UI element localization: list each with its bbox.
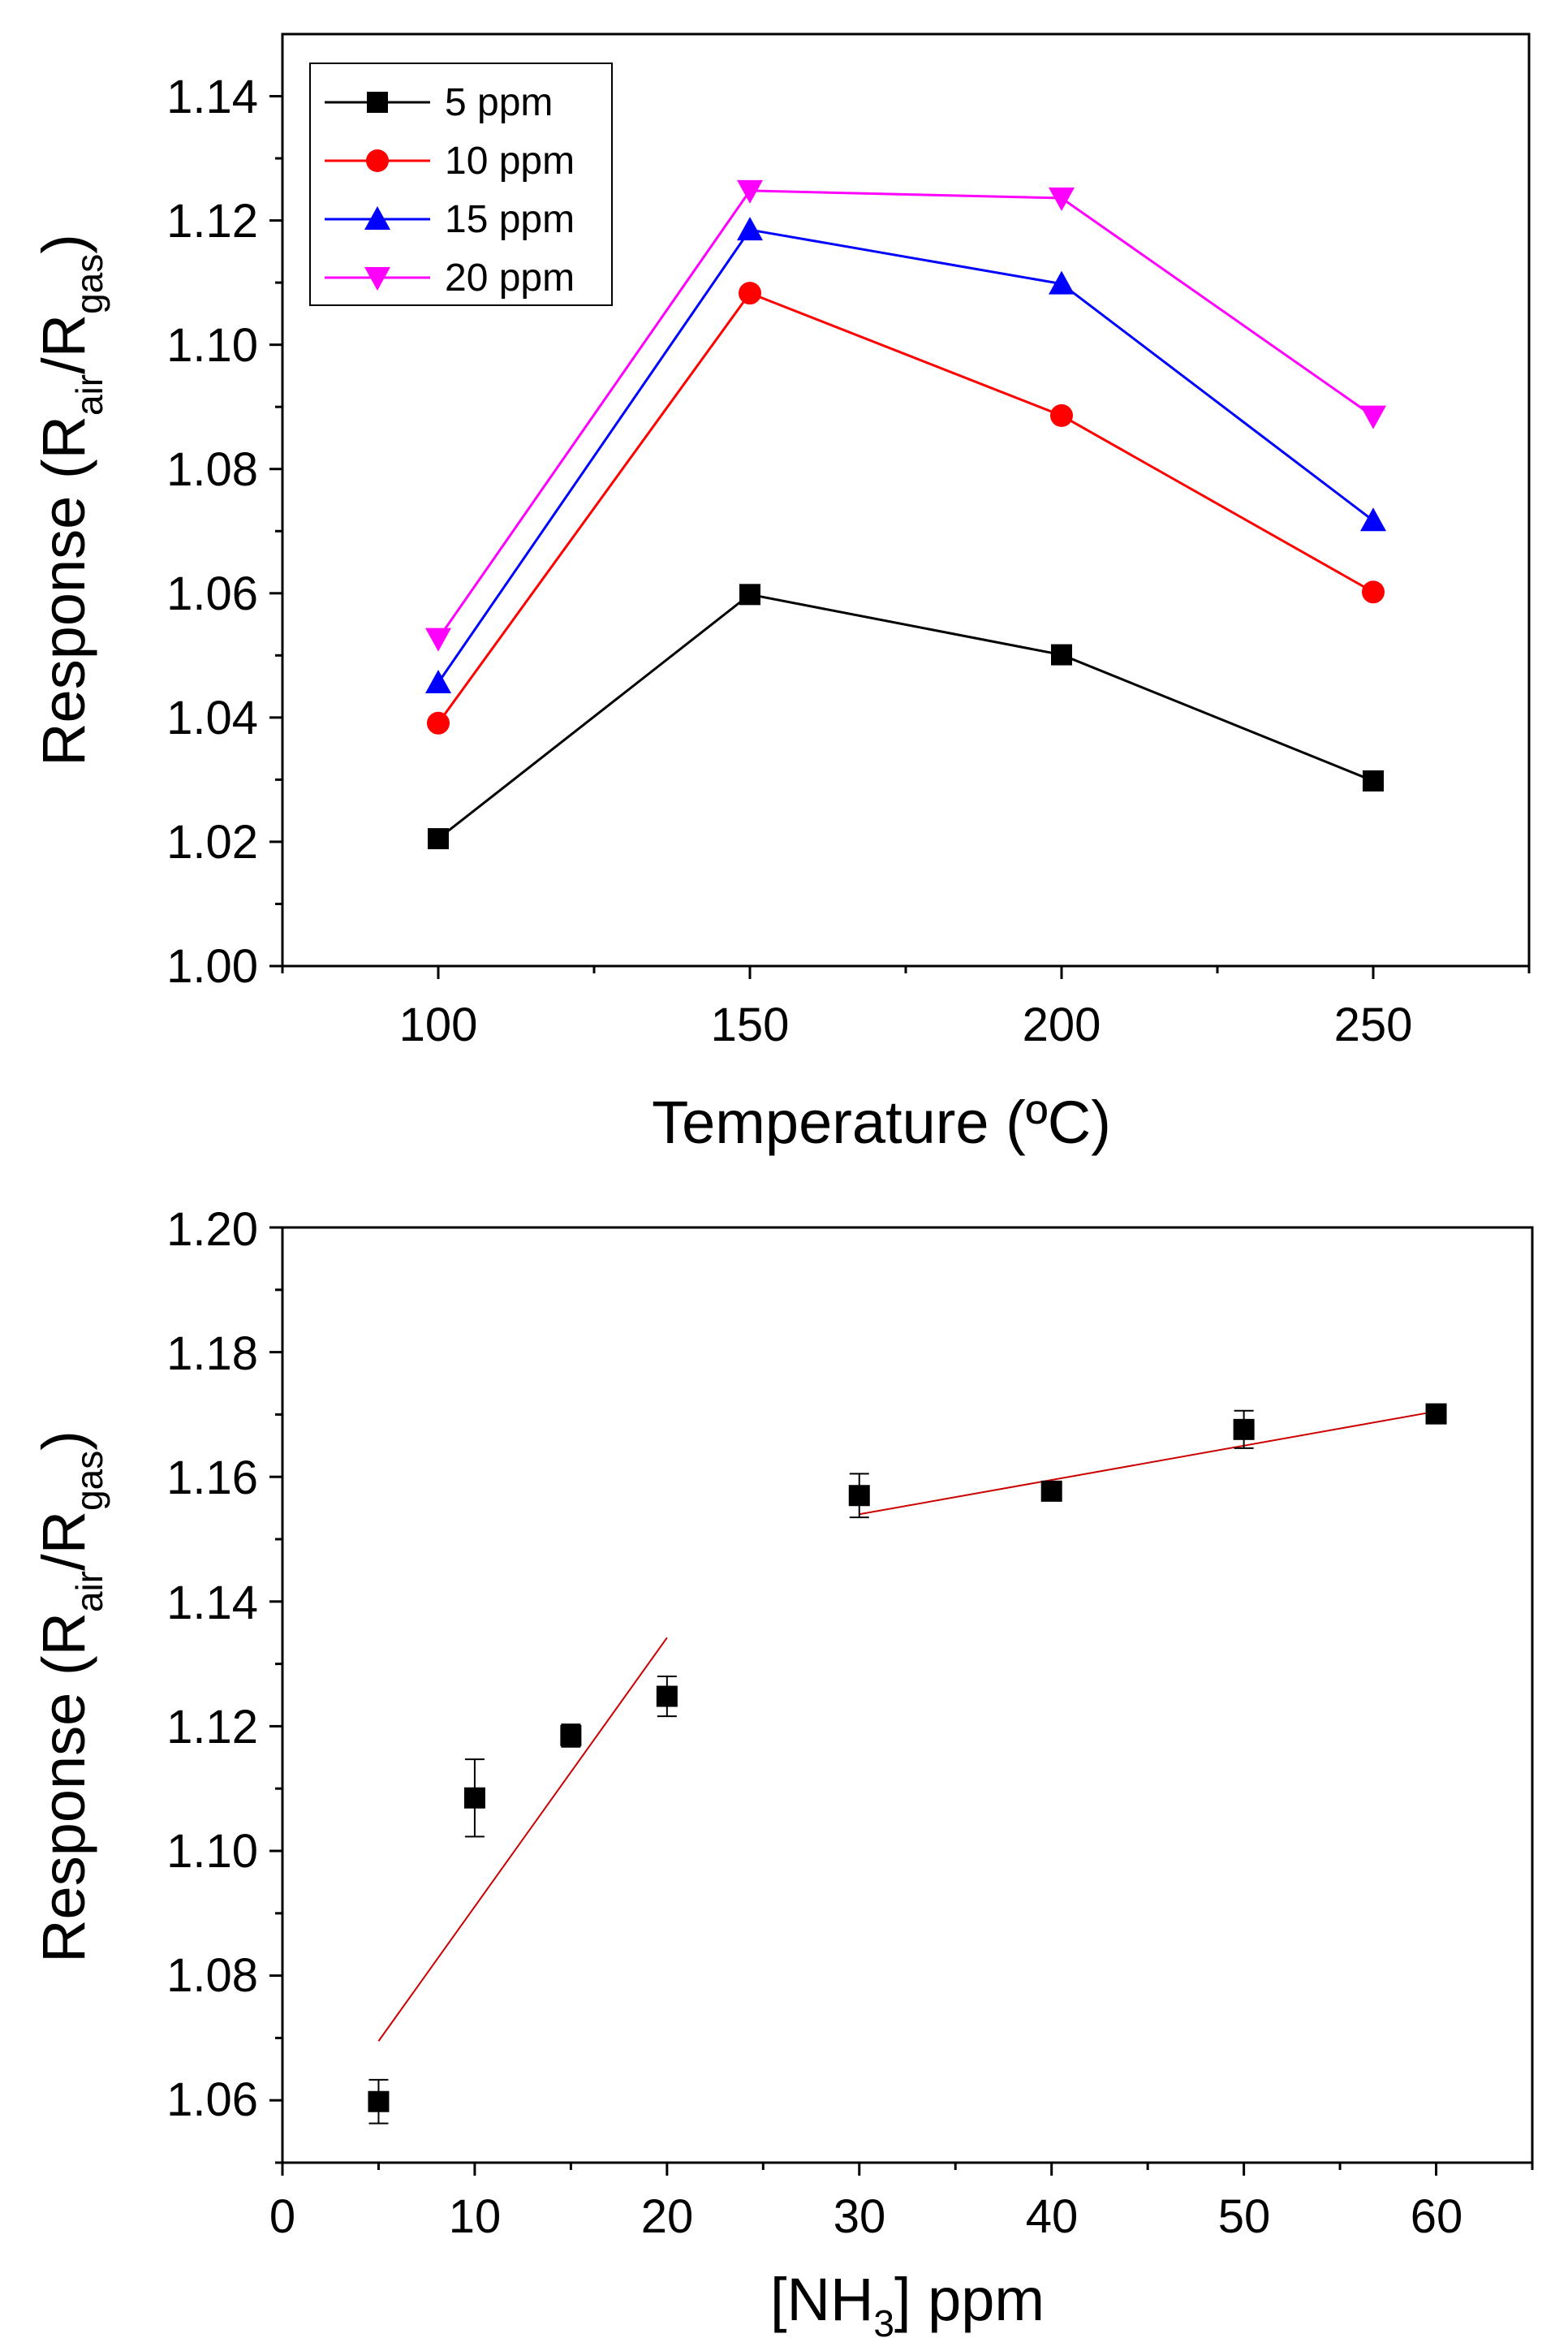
- series-3-point-0: [425, 628, 451, 652]
- data-point-7: [1425, 1403, 1447, 1425]
- chart2-ytick-label-0: 1.06: [166, 2073, 258, 2126]
- chart1-ytick-label-1: 1.02: [166, 816, 258, 869]
- legend-marker-3: [364, 267, 390, 291]
- chart1-ytick-label-4: 1.08: [166, 443, 258, 496]
- chart2-xtick-label-6: 60: [1411, 2190, 1463, 2243]
- chart2-xtick-label-3: 30: [834, 2190, 886, 2243]
- chart2-plot-frame: [281, 1226, 1534, 2164]
- legend-label-10ppm: 10 ppm: [445, 140, 575, 183]
- series-1-point-3: [1362, 580, 1385, 604]
- chart2-ticks: [269, 1226, 1534, 2176]
- series-3-point-1: [737, 179, 763, 204]
- chart1-xtick-label-0: 100: [399, 999, 478, 1051]
- legend-marker-1: [366, 149, 389, 172]
- fit-line-1: [859, 1410, 1437, 1516]
- series-0-point-1: [739, 584, 760, 606]
- chart2-ytick-label-2: 1.10: [166, 1825, 258, 1878]
- chart2-xtick-label-0: 0: [269, 2190, 295, 2243]
- chart2-xtick-label-1: 10: [449, 2190, 502, 2243]
- data-point-1: [463, 1787, 485, 1809]
- chart1-xtick-label-2: 200: [1023, 999, 1101, 1051]
- chart1-ytick-label-5: 1.10: [166, 319, 258, 372]
- chart1-ytick-label-2: 1.04: [166, 692, 258, 744]
- legend-label-15ppm: 15 ppm: [445, 198, 575, 241]
- data-point-2: [560, 1724, 582, 1746]
- data-point-4: [848, 1485, 870, 1507]
- series-line-0: [437, 593, 1374, 840]
- chart2-ytick-label-4: 1.14: [166, 1577, 258, 1629]
- chart1-legend-box: [309, 63, 613, 306]
- data-point-3: [656, 1685, 678, 1707]
- data-point-6: [1233, 1418, 1255, 1440]
- chart1-xtick-label-3: 250: [1334, 999, 1413, 1051]
- series-line-3: [437, 189, 1374, 640]
- chart1-xtick-label-1: 150: [711, 999, 790, 1051]
- chart2-xtick-label-4: 40: [1026, 2190, 1079, 2243]
- data-point-5: [1040, 1480, 1062, 1502]
- chart1-series: [425, 179, 1386, 850]
- series-0-point-0: [428, 828, 449, 850]
- series-0-point-3: [1363, 770, 1384, 792]
- legend-label-5ppm: 5 ppm: [445, 81, 553, 124]
- series-1-point-0: [427, 711, 450, 735]
- chart2-xtick-label-2: 20: [641, 2190, 694, 2243]
- series-line-1: [437, 291, 1374, 724]
- chart2-ytick-label-1: 1.08: [166, 1949, 258, 2002]
- series-2-point-3: [1360, 507, 1386, 532]
- series-2-point-2: [1049, 270, 1075, 295]
- chart1-x-axis-label: Temperature (ºC): [652, 1089, 1111, 1156]
- legend-label-20ppm: 20 ppm: [445, 257, 575, 300]
- chart2-ytick-label-7: 1.20: [166, 1203, 258, 1256]
- series-1-point-1: [739, 282, 761, 305]
- chart1-ticks: [269, 95, 1531, 979]
- series-1-point-2: [1050, 403, 1073, 427]
- series-0-point-2: [1051, 644, 1072, 666]
- chart1-ytick-label-7: 1.14: [166, 71, 258, 123]
- series-2-point-1: [737, 217, 763, 241]
- concentration-response-chart: 1.06 1.08 1.10 1.12 1.14 1.16 1.18 1.20 …: [30, 1203, 1534, 2345]
- legend-marker-0: [367, 92, 388, 113]
- temperature-response-chart: 1.00 1.02 1.04 1.06 1.08 1.10 1.12 1.14 …: [30, 32, 1531, 1156]
- chart1-legend: [325, 92, 430, 291]
- data-point-0: [368, 2090, 390, 2112]
- chart2-y-axis-label: Response (Rair/Rgas): [30, 1430, 110, 1963]
- chart1-y-axis-label: Response (Rair/Rgas): [30, 234, 110, 766]
- chart2-xtick-label-5: 50: [1218, 2190, 1271, 2243]
- series-3-point-2: [1049, 188, 1075, 212]
- chart2-marks: [368, 1403, 1447, 2125]
- series-2-point-0: [425, 670, 451, 694]
- fit-line-0: [377, 1637, 668, 2042]
- series-line-2: [437, 228, 1374, 684]
- chart1-ytick-label-0: 1.00: [166, 940, 258, 993]
- legend-marker-2: [364, 206, 390, 230]
- chart1-ytick-label-6: 1.12: [166, 195, 258, 248]
- chart2-ytick-label-6: 1.18: [166, 1327, 258, 1380]
- chart2-ytick-label-5: 1.16: [166, 1452, 258, 1504]
- chart2-x-axis-label: [NH3] ppm: [770, 2266, 1045, 2345]
- chart2-ytick-label-3: 1.12: [166, 1701, 258, 1754]
- chart1-ytick-label-3: 1.06: [166, 567, 258, 620]
- series-3-point-3: [1360, 405, 1386, 429]
